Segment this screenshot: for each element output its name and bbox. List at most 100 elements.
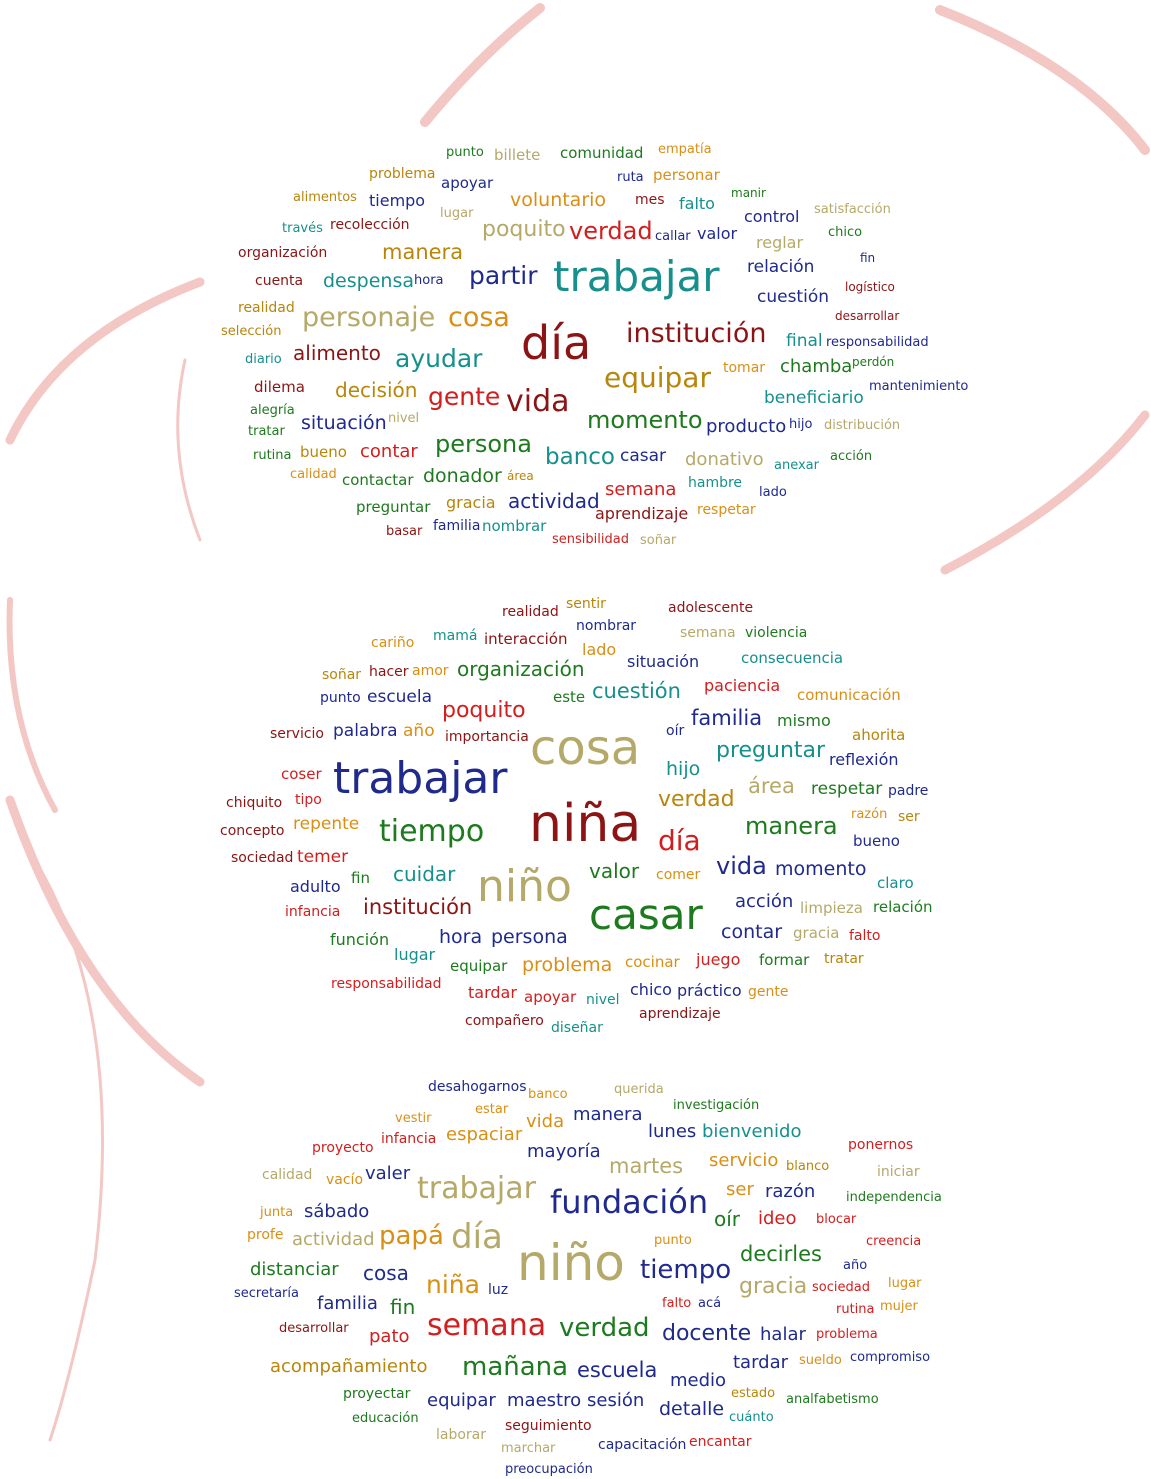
cloud-word: respetar: [697, 502, 756, 518]
cloud-word: ponernos: [848, 1137, 914, 1153]
cloud-word: niña: [426, 1270, 480, 1299]
cloud-word: punto: [320, 690, 361, 706]
cloud-word: cocinar: [625, 953, 680, 971]
cloud-word: apoyar: [524, 988, 577, 1006]
cloud-word: bienvenido: [702, 1121, 802, 1142]
cloud-word: equipar: [604, 361, 711, 394]
cloud-word: distribución: [824, 418, 901, 433]
cloud-word: diario: [245, 352, 282, 367]
decor-curve: [5, 277, 205, 445]
word-cloud-1: punto billete comunidad empatía problema apoy…: [0, 0, 1151, 580]
cloud-word: tipo: [295, 792, 322, 808]
cloud-word: vestir: [395, 1111, 432, 1126]
cloud-word: equipar: [450, 957, 508, 975]
cloud-word: infancia: [285, 904, 341, 920]
cloud-word: hijo: [666, 758, 701, 780]
cloud-word: nombrar: [482, 517, 547, 535]
cloud-word: hora: [414, 273, 444, 288]
cloud-word: violencia: [745, 625, 808, 641]
cloud-word: calidad: [262, 1167, 313, 1183]
cloud-word: fin: [860, 251, 876, 265]
cloud-word: basar: [386, 524, 423, 539]
word-cloud-3: desahogarnos banco querida vestir estar inves…: [0, 1060, 1151, 1479]
cloud-word: oír: [666, 723, 685, 739]
cloud-word: niña: [529, 794, 642, 854]
cloud-word: detalle: [659, 1398, 725, 1420]
cloud-word: desarrollar: [279, 1321, 349, 1336]
cloud-word: día: [451, 1217, 503, 1257]
cloud-word: dilema: [254, 378, 305, 396]
cloud-word: problema: [522, 954, 613, 976]
cloud-word: soñar: [322, 667, 362, 683]
cloud-word: investigación: [673, 1098, 760, 1113]
cloud-word: callar: [655, 229, 691, 244]
cloud-word: fundación: [550, 1183, 709, 1221]
cloud-word: respetar: [811, 779, 883, 799]
cloud-word: ideo: [758, 1208, 797, 1229]
cloud-word: familia: [691, 706, 763, 730]
cloud-word: este: [553, 688, 586, 706]
cloud-word: coser: [281, 765, 322, 783]
cloud-word: querida: [614, 1082, 664, 1097]
cloud-word: analfabetismo: [786, 1392, 879, 1407]
cloud-word: tardar: [733, 1352, 789, 1373]
cloud-word: recolección: [330, 217, 410, 233]
cloud-word: nombrar: [576, 618, 637, 634]
cloud-word: claro: [877, 874, 914, 892]
cloud-word: trabajar: [417, 1171, 536, 1206]
decor-curve: [935, 5, 1150, 155]
cloud-word: pato: [369, 1326, 410, 1347]
cloud-word: año: [843, 1258, 868, 1273]
cloud-word: acá: [698, 1296, 722, 1311]
cloud-word: donativo: [685, 449, 764, 470]
cloud-word: contactar: [342, 471, 414, 489]
cloud-word: tiempo: [379, 814, 485, 849]
cloud-word: situación: [627, 652, 700, 671]
cloud-word: manir: [731, 186, 766, 200]
cloud-word: reglar: [756, 233, 804, 252]
cloud-word: banco: [528, 1087, 568, 1102]
cloud-word: limpieza: [800, 899, 863, 917]
cloud-word: institución: [363, 895, 473, 919]
cloud-word: donador: [423, 465, 502, 487]
cloud-word: laborar: [436, 1427, 487, 1443]
cloud-word: educación: [352, 1411, 419, 1426]
cloud-word: gracia: [793, 924, 840, 942]
cloud-word: falto: [849, 928, 881, 944]
cloud-word: gente: [428, 382, 501, 411]
cloud-word: razón: [851, 807, 888, 822]
cloud-word: ruta: [617, 170, 644, 185]
cloud-word: sentir: [566, 596, 606, 612]
cloud-word: tomar: [723, 360, 766, 376]
cloud-word: escuela: [577, 1358, 658, 1382]
cloud-word: voluntario: [510, 189, 607, 211]
cloud-word: área: [507, 469, 534, 483]
cloud-word: cuidar: [393, 862, 456, 886]
cloud-word: bueno: [300, 443, 347, 461]
cloud-word: situación: [301, 412, 387, 434]
cloud-word: logístico: [845, 280, 895, 294]
cloud-word: familia: [433, 518, 481, 534]
cloud-word: cuestión: [757, 287, 830, 307]
decor-curve: [420, 3, 545, 127]
cloud-word: martes: [609, 1154, 684, 1178]
cloud-word: casar: [620, 446, 667, 466]
cloud-word: alimentos: [293, 190, 357, 205]
cloud-word: sociedad: [231, 850, 294, 866]
cloud-word: estar: [475, 1102, 509, 1117]
cloud-word: manera: [573, 1104, 643, 1125]
cloud-word: acción: [735, 891, 794, 912]
cloud-word: palabra: [333, 721, 398, 741]
cloud-word: práctico: [677, 981, 742, 1000]
cloud-word: formar: [759, 951, 810, 969]
cloud-word: secretaría: [234, 1286, 299, 1301]
cloud-word: vida: [716, 852, 767, 880]
cloud-word: cuestión: [592, 679, 681, 703]
cloud-word: problema: [816, 1327, 878, 1342]
cloud-word: responsabilidad: [331, 976, 442, 992]
cloud-word: sociedad: [812, 1280, 870, 1295]
cloud-word: falto: [679, 194, 715, 213]
cloud-word: hora: [439, 926, 483, 948]
cloud-word: apoyar: [441, 174, 494, 192]
cloud-word: oír: [714, 1207, 741, 1231]
